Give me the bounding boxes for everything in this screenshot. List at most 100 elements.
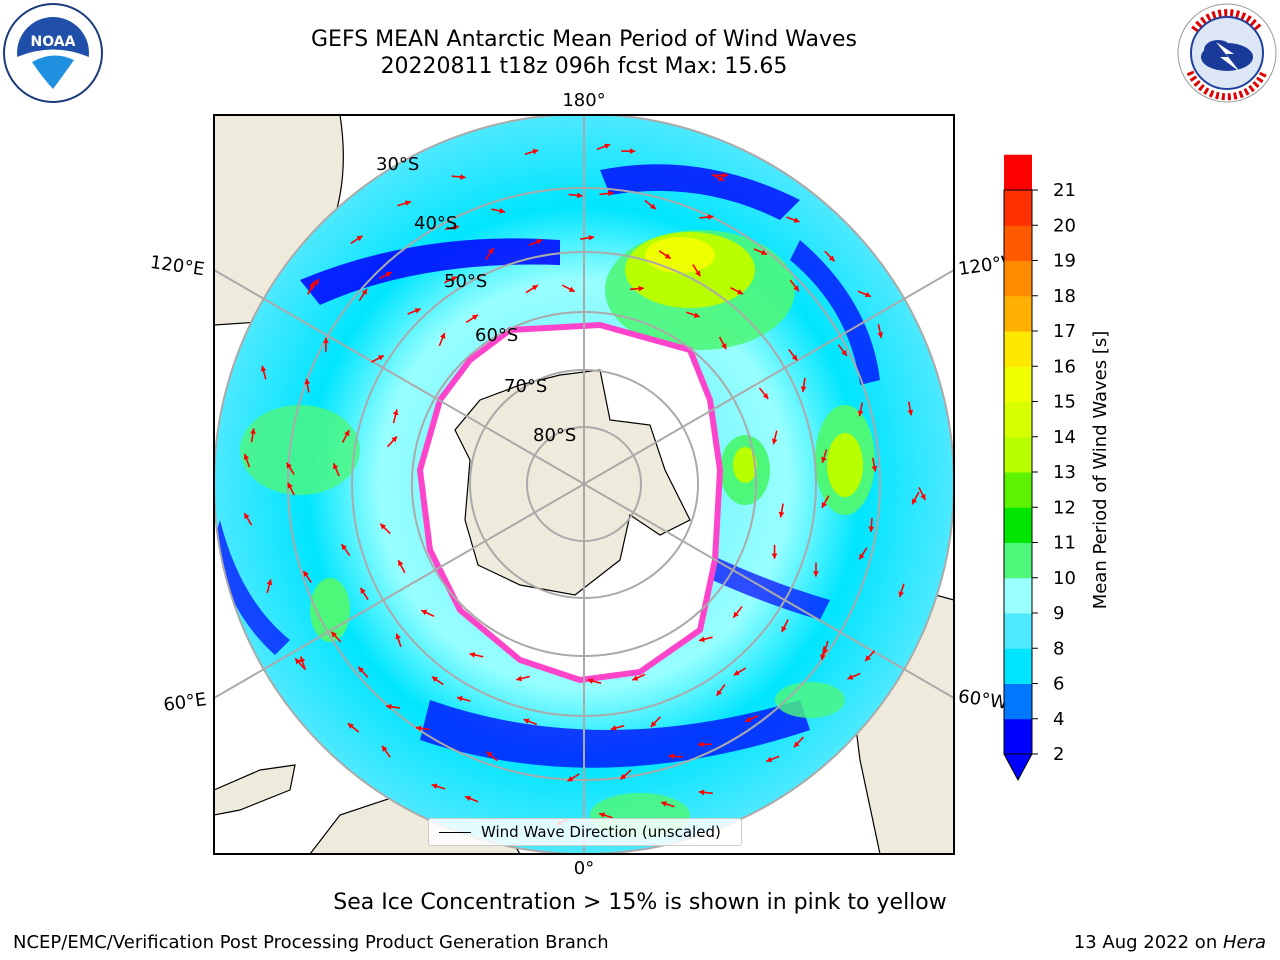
wave-direction-arrowhead (821, 501, 827, 508)
colorbar-tick-label: 11 (1053, 533, 1076, 554)
wave-direction-arrowhead (771, 438, 778, 445)
wave-direction-arrowhead (722, 172, 729, 179)
wave-direction-arrowhead (638, 285, 644, 292)
wave-direction-arrowhead (488, 247, 494, 254)
lon-label-180: 180° (562, 90, 605, 111)
lat-label: 40°S (414, 213, 457, 234)
lat-label: 60°S (475, 325, 518, 346)
wave-direction-arrowhead (313, 279, 319, 285)
wave-direction-arrowhead (819, 654, 826, 661)
wave-direction-arrowhead (486, 751, 493, 758)
footnote: Sea Ice Concentration > 15% is shown in … (333, 890, 947, 915)
wave-direction-arrowhead (299, 656, 306, 663)
lon-label-60w: 60°W (957, 686, 1009, 714)
wave-direction-arrowhead (453, 224, 459, 231)
wave-direction-arrowhead (707, 214, 714, 220)
wave-direction-arrowhead (793, 285, 799, 292)
wave-direction-arrowhead (716, 689, 723, 696)
svg-text:NOAA: NOAA (31, 34, 76, 50)
lon-label-60e: 60°E (162, 689, 208, 716)
wave-direction-arrowhead (287, 482, 293, 489)
wave-direction-arrowhead (781, 625, 787, 632)
colorbar-swatch (1004, 331, 1032, 367)
wave-direction-arrowhead (587, 678, 594, 684)
wave-direction-arrowhead (469, 652, 476, 658)
antarctica-land (454, 369, 691, 596)
wave-direction-arrowhead (912, 498, 918, 505)
colorbar-label: Mean Period of Wind Waves [s] (1090, 331, 1111, 610)
colorbar-swatch (1004, 154, 1032, 191)
wave-direction-arrowhead (693, 312, 700, 318)
chart-subtitle: 20220811 t18z 096h fcst Max: 15.65 (380, 54, 788, 79)
colorbar-tick-label: 6 (1053, 674, 1064, 695)
wave-direction-arrowhead (516, 675, 522, 682)
wave-direction-arrowhead (793, 741, 800, 748)
wave-direction-arrowhead (620, 773, 627, 780)
wave-direction-arrowhead (610, 725, 617, 731)
colorbar-tick-label: 4 (1053, 709, 1064, 730)
chart-title: GEFS MEAN Antarctic Mean Period of Wind … (311, 27, 857, 52)
wave-direction-arrowhead (698, 789, 705, 796)
wave-direction-arrowhead (471, 314, 478, 321)
wave-direction-arrowhead (599, 812, 606, 818)
wave-direction-arrowhead (733, 611, 739, 618)
wave-direction-arrowhead (304, 378, 311, 385)
colorbar-tick-label: 10 (1053, 568, 1076, 589)
colorbar-swatch (1004, 190, 1032, 226)
wave-direction-arrowhead (697, 741, 704, 748)
wave-direction-arrowhead (465, 795, 472, 802)
wave-direction-arrowhead (405, 200, 411, 206)
wave-direction-arrowhead (877, 332, 884, 338)
colorbar-extend-arrow (1003, 753, 1033, 782)
wave-direction-arrowhead (568, 286, 575, 292)
wave-direction-arrowhead (718, 175, 725, 181)
wave-direction-arrowhead (629, 148, 636, 155)
wave-direction-arrowhead (871, 465, 878, 472)
wave-direction-arrowhead (531, 285, 538, 291)
colorbar: 2 4 6 8 9 10 11 12 13 14 15 16 17 18 19 20 21 (1003, 154, 1076, 782)
wave-direction-arrowhead (745, 716, 752, 723)
wave-direction-arrowhead (650, 721, 657, 727)
wave-direction-arrowhead (331, 631, 337, 638)
wave-direction-arrowhead (303, 570, 309, 577)
wave-direction-arrowhead (760, 249, 767, 256)
colorbar-tick-label: 19 (1053, 251, 1076, 272)
wave-direction-arrowhead (567, 776, 574, 782)
legend-line-icon (439, 831, 471, 833)
wave-direction-arrowhead (295, 658, 301, 665)
wave-direction-arrowhead (323, 337, 329, 344)
wave-direction-arrowhead (847, 674, 854, 680)
wave-direction-arrowhead (395, 633, 401, 640)
wave-direction-arrowhead (800, 386, 807, 392)
wave-direction-arrowhead (650, 203, 656, 210)
wave-direction-arrowhead (260, 365, 267, 372)
wave-direction-arrowhead (391, 436, 398, 443)
colorbar-tick-label: 18 (1053, 286, 1076, 307)
colorbar-tick-label: 8 (1053, 638, 1064, 659)
wave-direction-arrowhead (532, 148, 539, 155)
wave-direction-arrowhead (632, 675, 639, 681)
wave-direction-arrowhead (415, 725, 422, 732)
lat-label: 30°S (376, 154, 419, 175)
wave-direction-arrowhead (864, 291, 871, 298)
colorbar-tick-label: 15 (1053, 392, 1076, 413)
wave-direction-arrowhead (392, 409, 399, 416)
wave-direction-arrowhead (841, 349, 847, 356)
colorbar-tick-label: 2 (1053, 744, 1064, 765)
colorbar-swatch (1004, 577, 1032, 614)
wave-direction-arrowhead (361, 288, 368, 295)
wave-direction-arrowhead (414, 308, 421, 314)
wave-direction-arrowhead (341, 544, 348, 551)
lat-label: 50°S (444, 271, 487, 292)
wave-direction-arrowhead (536, 239, 542, 245)
colorbar-swatch (1004, 260, 1032, 297)
wave-direction-arrowhead (358, 666, 365, 673)
wave-direction-arrowhead (356, 235, 363, 242)
colorbar-tick-label: 21 (1053, 180, 1076, 201)
colorbar-tick-label: 13 (1053, 462, 1076, 483)
wave-direction-arrowhead (382, 745, 388, 752)
wave-direction-arrowhead (266, 579, 273, 586)
footer-host: Hera (1222, 932, 1266, 953)
wave-direction-arrowhead (664, 253, 671, 259)
colorbar-swatch (1004, 613, 1032, 649)
